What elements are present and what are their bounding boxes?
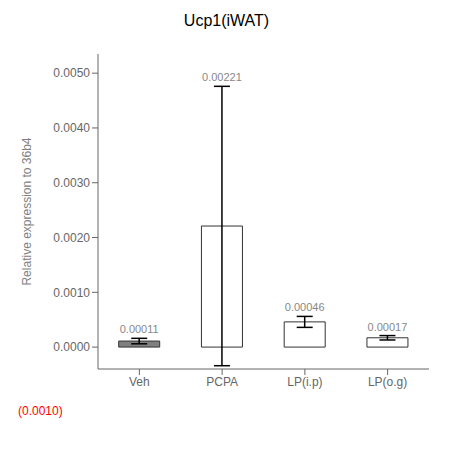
html-text:Ucp1(iWAT): Ucp1(iWAT) <box>183 12 270 29</box>
svg-text:0.0040: 0.0040 <box>53 121 90 135</box>
svg-text:0.0020: 0.0020 <box>53 231 90 245</box>
svg-text:0.0000: 0.0000 <box>53 340 90 354</box>
svg-text:0.00221: 0.00221 <box>202 71 242 83</box>
html-text:(0.0010): (0.0010) <box>18 404 63 418</box>
svg-text:Veh: Veh <box>129 375 150 389</box>
svg-text:PCPA: PCPA <box>206 375 238 389</box>
svg-text:0.00046: 0.00046 <box>285 301 325 313</box>
svg-text:0.00011: 0.00011 <box>120 323 159 335</box>
svg-text:0.0050: 0.0050 <box>53 66 90 80</box>
svg-text:LP(o.g): LP(o.g) <box>368 375 407 389</box>
svg-text:0.0010: 0.0010 <box>53 286 90 300</box>
svg-text:LP(i.p): LP(i.p) <box>287 375 322 389</box>
svg-text:Relative expression to 36b4: Relative expression to 36b4 <box>20 137 34 285</box>
svg-text:0.0030: 0.0030 <box>53 176 90 190</box>
svg-text:0.00017: 0.00017 <box>368 321 408 333</box>
